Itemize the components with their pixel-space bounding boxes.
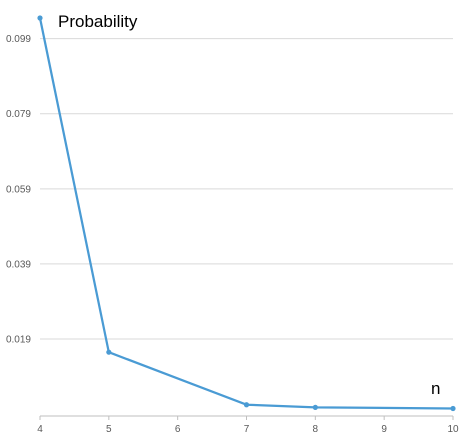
y-tick-label: 0.059 bbox=[6, 184, 31, 195]
y-tick-label: 0.039 bbox=[6, 259, 31, 270]
x-tick-label: 5 bbox=[106, 424, 112, 435]
data-point bbox=[106, 349, 112, 355]
x-axis-title: n bbox=[431, 379, 440, 398]
x-tick-label: 9 bbox=[381, 424, 387, 435]
x-tick-label: 6 bbox=[175, 424, 181, 435]
y-tick-label: 0.079 bbox=[6, 109, 31, 120]
x-axis-ticks: 4 5 6 7 8 9 10 bbox=[37, 416, 459, 435]
x-tick-label: 7 bbox=[244, 424, 250, 435]
y-tick-label: 0.019 bbox=[6, 335, 31, 346]
data-point bbox=[37, 15, 43, 21]
series-line bbox=[38, 17, 454, 410]
gridlines bbox=[40, 38, 453, 340]
data-point bbox=[450, 405, 456, 412]
y-axis-title: Probability bbox=[58, 12, 138, 31]
y-tick-label: 0.099 bbox=[6, 34, 31, 45]
y-axis-ticks: 0.019 0.039 0.059 0.079 0.099 bbox=[6, 34, 31, 345]
data-point bbox=[243, 402, 250, 408]
x-tick-label: 4 bbox=[37, 424, 43, 435]
x-tick-label: 10 bbox=[447, 424, 459, 435]
series-layer bbox=[37, 15, 456, 412]
data-point bbox=[312, 404, 318, 410]
x-tick-label: 8 bbox=[313, 424, 319, 435]
